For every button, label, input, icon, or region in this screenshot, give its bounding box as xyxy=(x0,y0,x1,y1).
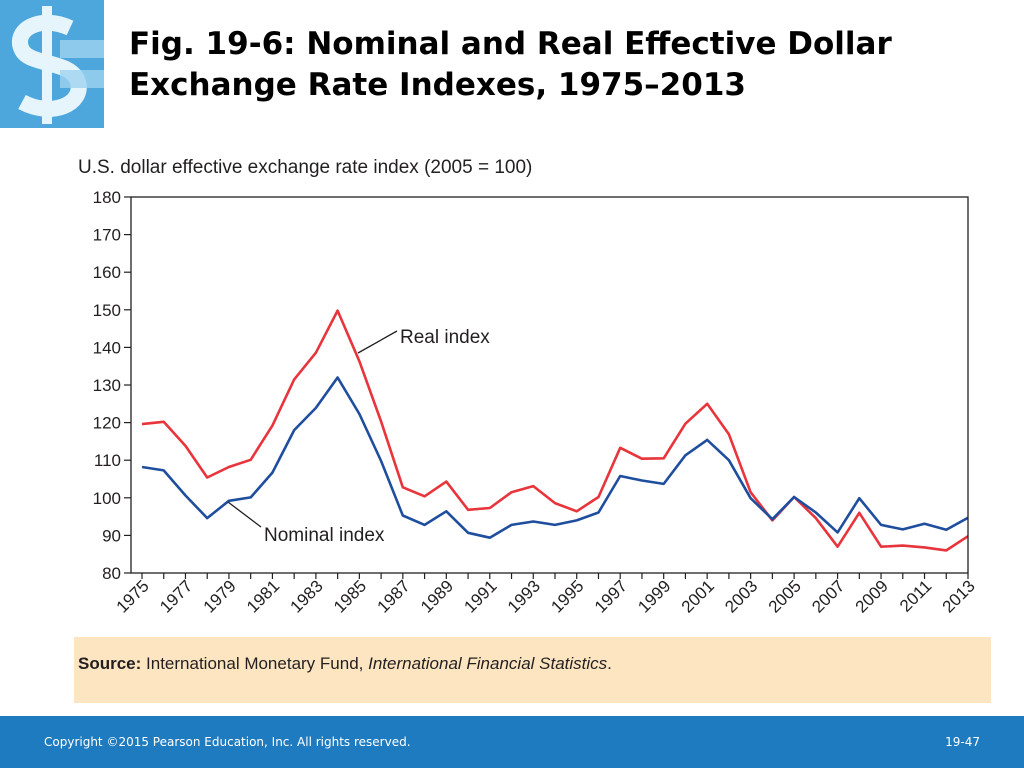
series-lines xyxy=(141,309,969,552)
y-tick-label: 170 xyxy=(93,226,121,245)
source-text: Source: International Monetary Fund, Int… xyxy=(78,654,612,674)
x-tick-label: 1991 xyxy=(460,576,500,616)
y-tick-label: 160 xyxy=(93,263,121,282)
dollar-sign-logo-icon xyxy=(0,0,104,128)
y-tick-label: 150 xyxy=(93,301,121,320)
y-tick-label: 90 xyxy=(102,526,121,545)
nominal-index-leader-line xyxy=(227,501,262,528)
nominal-index-label: Nominal index xyxy=(264,525,385,546)
source-publication: International Financial Statistics xyxy=(368,654,608,673)
slide-title: Fig. 19-6: Nominal and Real Effective Do… xyxy=(129,24,999,106)
source-period: . xyxy=(607,654,612,673)
x-axis-ticks: 1975 1977 1979 1981 1983 1985 1987 1989 1991 1993… xyxy=(113,573,979,617)
plot-frame xyxy=(130,196,969,574)
source-label: Source: xyxy=(78,654,142,673)
copyright-text: Copyright ©2015 Pearson Education, Inc. … xyxy=(44,735,411,749)
x-tick-label: 1977 xyxy=(156,576,196,616)
x-tick-label: 2003 xyxy=(721,576,761,616)
y-tick-label: 140 xyxy=(93,338,121,357)
y-tick-label: 100 xyxy=(93,489,121,508)
x-tick-label: 2005 xyxy=(765,576,805,616)
x-tick-label: 1987 xyxy=(373,576,413,616)
slide-title-line-1: Fig. 19-6: Nominal and Real Effective Do… xyxy=(129,26,892,62)
y-tick-label: 110 xyxy=(94,451,121,470)
chart-annotations: Real index Nominal index xyxy=(227,327,490,546)
x-tick-label: 1981 xyxy=(243,576,283,616)
x-tick-label: 2009 xyxy=(852,576,892,616)
x-tick-label: 1997 xyxy=(591,576,631,616)
x-tick-label: 2011 xyxy=(896,576,935,615)
source-publisher: International Monetary Fund, xyxy=(146,654,369,673)
x-tick-label: 1979 xyxy=(200,576,240,616)
y-tick-label: 120 xyxy=(93,414,121,433)
x-tick-label: 2013 xyxy=(939,576,979,616)
slide-number: 19-47 xyxy=(945,735,980,749)
real-index-label: Real index xyxy=(400,327,490,348)
x-tick-label: 1999 xyxy=(634,576,674,616)
y-tick-label: 130 xyxy=(93,376,121,395)
x-tick-label: 2007 xyxy=(808,576,848,616)
x-tick-label: 1993 xyxy=(504,576,544,616)
footer-bar: Copyright ©2015 Pearson Education, Inc. … xyxy=(0,716,1024,768)
x-tick-label: 1983 xyxy=(287,576,327,616)
x-tick-label: 2001 xyxy=(678,576,718,616)
real-index-leader-line xyxy=(357,330,398,354)
source-box: Source: International Monetary Fund, Int… xyxy=(74,637,991,703)
x-tick-label: 1985 xyxy=(330,576,370,616)
y-tick-label: 180 xyxy=(93,188,121,207)
y-axis-label: U.S. dollar effective exchange rate inde… xyxy=(78,157,532,178)
y-axis-ticks: 80 90 100 110 120 130 140 150 160 170 180 xyxy=(93,188,131,583)
x-tick-label: 1989 xyxy=(417,576,457,616)
y-tick-label: 80 xyxy=(102,564,121,583)
slide-title-line-2: Exchange Rate Indexes, 1975–2013 xyxy=(129,67,746,103)
nominal-index-line xyxy=(141,376,969,540)
line-chart: U.S. dollar effective exchange rate inde… xyxy=(78,157,979,617)
real-index-line xyxy=(141,309,969,552)
x-tick-label: 1995 xyxy=(547,576,587,616)
